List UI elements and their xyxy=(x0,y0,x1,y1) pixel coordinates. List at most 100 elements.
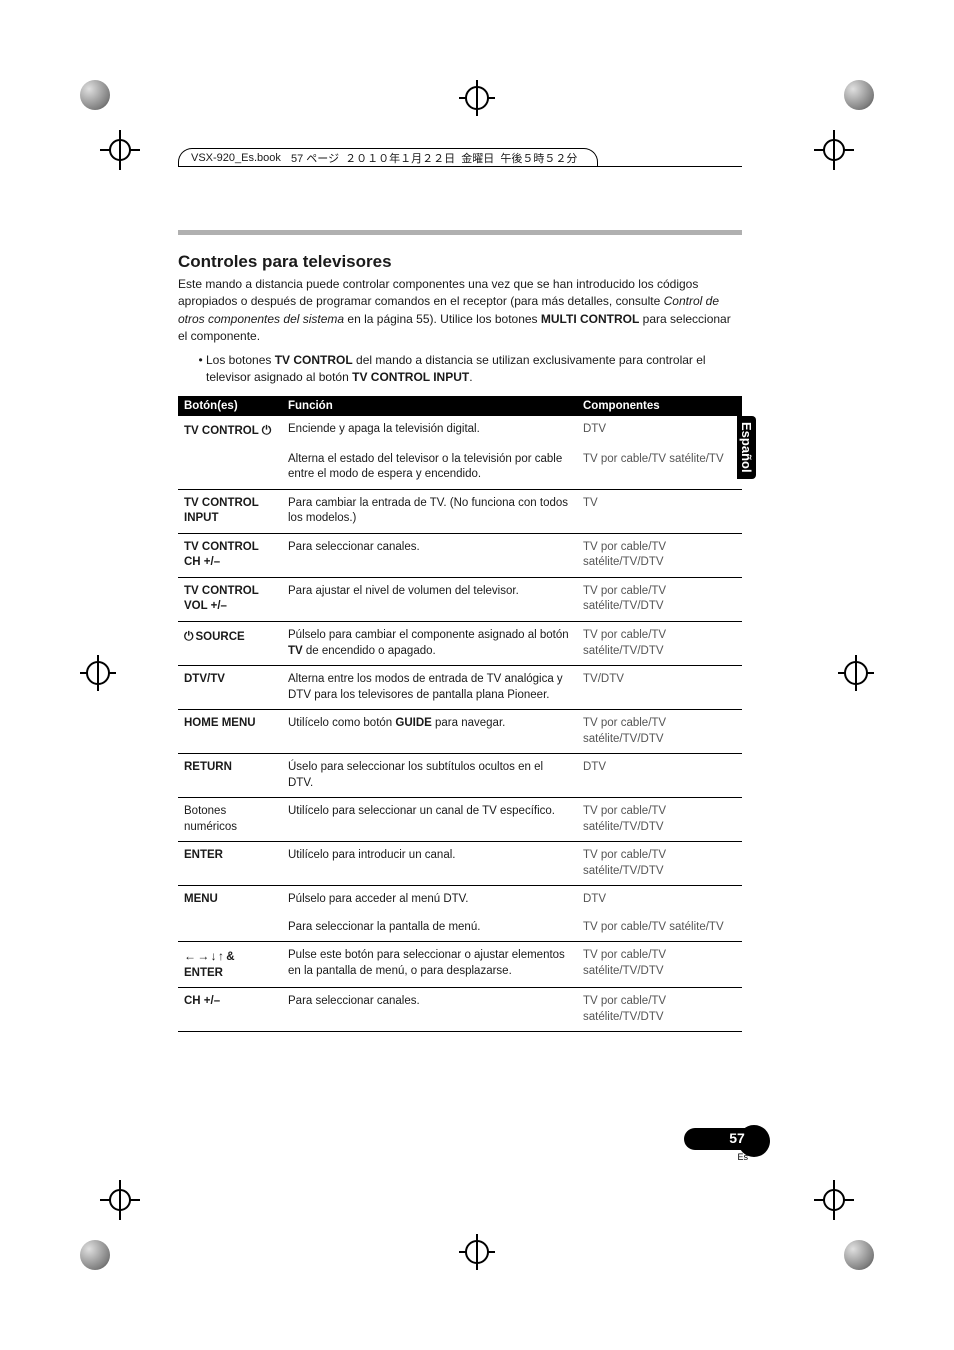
cell-function: Pulse este botón para seleccionar o ajus… xyxy=(282,942,577,988)
cell-components: TV por cable/TV satélite/TV/DTV xyxy=(577,842,742,886)
header-rule xyxy=(178,166,742,167)
print-globule-tr xyxy=(844,80,874,110)
language-side-tab: Español xyxy=(737,416,756,479)
cell-button: TV CONTROL xyxy=(178,416,282,446)
cell-components: TV por cable/TV satélite/TV/DTV xyxy=(577,942,742,988)
cell-function: Utilícelo como botón GUIDE para navegar. xyxy=(282,710,577,754)
cell-components: TV por cable/TV satélite/TV/DTV xyxy=(577,710,742,754)
button-label: MENU xyxy=(184,893,218,905)
reg-mark-top xyxy=(459,80,495,116)
cell-button: TV CONTROL INPUT xyxy=(178,489,282,533)
button-label: TV CONTROL VOL +/– xyxy=(184,585,259,613)
bullet-pre: Los botones xyxy=(206,353,275,367)
cell-function: Para ajustar el nivel de volumen del tel… xyxy=(282,577,577,621)
content-region: Controles para televisores Este mando a … xyxy=(178,252,742,1032)
cell-button xyxy=(178,446,282,490)
table-row: Alterna el estado del televisor o la tel… xyxy=(178,446,742,490)
crop-mark-tr xyxy=(814,130,854,170)
button-label: TV CONTROL xyxy=(184,425,262,437)
cell-function: Para seleccionar la pantalla de menú. xyxy=(282,914,577,942)
cell-button: RETURN xyxy=(178,754,282,798)
fn-text-pre: Utilícelo como botón xyxy=(288,717,395,729)
cell-components: DTV xyxy=(577,416,742,446)
cell-function: Púlselo para cambiar el componente asign… xyxy=(282,621,577,665)
print-globule-br xyxy=(844,1240,874,1270)
table-bottom-rule xyxy=(178,1032,742,1033)
table-header-row: Botón(es) Función Componentes xyxy=(178,396,742,416)
cell-components: TV por cable/TV satélite/TV/DTV xyxy=(577,577,742,621)
arrow-icons xyxy=(184,951,223,963)
page-number: 57 xyxy=(722,1130,752,1146)
cell-components: TV por cable/TV satélite/TV xyxy=(577,446,742,490)
cell-function: Para cambiar la entrada de TV. (No funci… xyxy=(282,489,577,533)
header-filename: VSX-920_Es.book xyxy=(191,152,281,164)
reg-mark-left xyxy=(80,655,116,691)
cell-function: Utilícelo para seleccionar un canal de T… xyxy=(282,798,577,842)
button-label: ENTER xyxy=(184,849,223,861)
cell-function: Púlselo para acceder al menú DTV. xyxy=(282,886,577,914)
bullet-bold-1: TV CONTROL xyxy=(275,353,353,367)
page-lang: Es xyxy=(737,1152,748,1162)
table-row: Para seleccionar la pantalla de menú.TV … xyxy=(178,914,742,942)
page-badge: 57 Es xyxy=(684,1128,754,1152)
cell-components: TV por cable/TV satélite/TV/DTV xyxy=(577,533,742,577)
button-label: HOME MENU xyxy=(184,717,256,729)
cell-components: TV por cable/TV satélite/TV/DTV xyxy=(577,621,742,665)
section-title: Controles para televisores xyxy=(178,252,742,272)
cell-button: TV CONTROL VOL +/– xyxy=(178,577,282,621)
button-label: TV CONTROL CH +/– xyxy=(184,541,259,569)
cell-components: DTV xyxy=(577,754,742,798)
cell-button xyxy=(178,914,282,942)
fn-text-post: para navegar. xyxy=(432,717,506,729)
table-row: & ENTERPulse este botón para seleccionar… xyxy=(178,942,742,988)
button-label: DTV/TV xyxy=(184,673,225,685)
power-icon xyxy=(184,631,196,643)
power-icon xyxy=(262,425,274,437)
print-globule-tl xyxy=(80,80,110,110)
th-function: Función xyxy=(282,396,577,416)
header-box: VSX-920_Es.book 57 ページ ２０１０年１月２２日 金曜日 午後… xyxy=(178,148,598,166)
table-row: Botones numéricosUtilícelo para seleccio… xyxy=(178,798,742,842)
cell-function: Alterna el estado del televisor o la tel… xyxy=(282,446,577,490)
intro-bullet-item: Los botones TV CONTROL del mando a dista… xyxy=(206,352,742,387)
bullet-post: . xyxy=(469,370,472,384)
reg-mark-bottom xyxy=(459,1234,495,1270)
th-button: Botón(es) xyxy=(178,396,282,416)
cell-function: Para seleccionar canales. xyxy=(282,533,577,577)
cell-components: TV xyxy=(577,489,742,533)
cell-button: CH +/– xyxy=(178,988,282,1032)
cell-button: Botones numéricos xyxy=(178,798,282,842)
intro-bullet-list: Los botones TV CONTROL del mando a dista… xyxy=(178,352,742,387)
cell-components: TV por cable/TV satélite/TV/DTV xyxy=(577,988,742,1032)
table-row: TV CONTROL INPUT Para cambiar la entrada … xyxy=(178,489,742,533)
cell-button: & ENTER xyxy=(178,942,282,988)
cell-function: Utilícelo para introducir un canal. xyxy=(282,842,577,886)
table-row: MENUPúlselo para acceder al menú DTV.DTV xyxy=(178,886,742,914)
bullet-bold-2: TV CONTROL INPUT xyxy=(352,370,469,384)
cell-function: Enciende y apaga la televisión digital. xyxy=(282,416,577,446)
table-row: CH +/–Para seleccionar canales.TV por ca… xyxy=(178,988,742,1032)
table-row: TV CONTROL VOL +/– Para ajustar el nivel … xyxy=(178,577,742,621)
table-row: SOURCE Púlselo para cambiar el componente… xyxy=(178,621,742,665)
fn-text-post: de encendido o apagado. xyxy=(303,645,436,657)
crop-mark-br xyxy=(814,1180,854,1220)
cell-components: TV por cable/TV satélite/TV/DTV xyxy=(577,798,742,842)
cell-button: ENTER xyxy=(178,842,282,886)
intro-paragraph: Este mando a distancia puede controlar c… xyxy=(178,276,742,346)
intro-text-bold: MULTI CONTROL xyxy=(541,312,639,326)
section-gray-bar xyxy=(178,230,742,235)
cell-components: TV/DTV xyxy=(577,666,742,710)
cell-function: Alterna entre los modos de entrada de TV… xyxy=(282,666,577,710)
table-row: RETURNÚselo para seleccionar los subtítu… xyxy=(178,754,742,798)
table-row: DTV/TV Alterna entre los modos de entrada… xyxy=(178,666,742,710)
button-label: TV CONTROL INPUT xyxy=(184,497,259,525)
fn-text-bold: TV xyxy=(288,645,303,657)
cell-button: DTV/TV xyxy=(178,666,282,710)
tv-controls-table: Botón(es) Función Componentes TV CONTROL… xyxy=(178,396,742,1032)
button-label: SOURCE xyxy=(196,631,245,643)
fn-text-bold: GUIDE xyxy=(395,717,431,729)
intro-text-pre: Este mando a distancia puede controlar c… xyxy=(178,277,698,308)
print-globule-bl xyxy=(80,1240,110,1270)
crop-mark-tl xyxy=(100,130,140,170)
button-label: CH +/– xyxy=(184,995,220,1007)
